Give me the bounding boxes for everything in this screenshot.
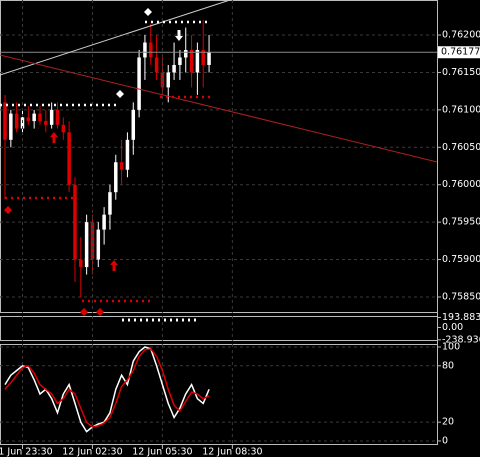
candle-body bbox=[114, 162, 118, 193]
candle-body bbox=[3, 102, 7, 140]
candle-body bbox=[207, 52, 211, 65]
candle-body bbox=[172, 64, 176, 73]
diamond bbox=[4, 206, 12, 214]
candle-body bbox=[44, 121, 48, 125]
candle-body bbox=[79, 259, 83, 268]
y-tick-label: 0.76150 bbox=[442, 67, 480, 78]
candle-body bbox=[9, 113, 13, 140]
x-tick-label: 12 Jun 05:30 bbox=[132, 447, 192, 457]
y-tick-label: 0.00 bbox=[442, 322, 463, 333]
y-tick-label: 100 bbox=[442, 342, 460, 353]
candle-body bbox=[149, 42, 153, 58]
y-tick-label: 0.75850 bbox=[442, 291, 480, 302]
panel-frame bbox=[0, 316, 438, 341]
y-tick-label: 193.8835 bbox=[442, 312, 480, 323]
y-tick-label: 0 bbox=[442, 435, 448, 446]
diamond bbox=[80, 308, 88, 316]
candle-body bbox=[189, 49, 194, 73]
candle-body bbox=[61, 124, 66, 133]
diamond bbox=[116, 90, 124, 98]
candle-body bbox=[102, 214, 106, 230]
candle-body bbox=[49, 109, 54, 125]
candle-body bbox=[14, 113, 19, 129]
candle-body bbox=[73, 184, 77, 260]
candle-body bbox=[137, 57, 141, 110]
indicator-line bbox=[4, 348, 210, 428]
candle-body bbox=[154, 57, 159, 73]
candle-body bbox=[178, 57, 182, 65]
y-tick-label: 0.76050 bbox=[442, 142, 480, 153]
candle-body bbox=[201, 49, 205, 65]
candle-body bbox=[84, 222, 89, 268]
last-price-box bbox=[438, 46, 480, 59]
candle-body bbox=[67, 132, 71, 185]
panel-frame bbox=[0, 0, 438, 313]
diamond bbox=[96, 308, 104, 316]
arrow-up bbox=[110, 260, 118, 271]
y-tick-label: 0.76200 bbox=[442, 30, 480, 41]
arrow-down bbox=[175, 30, 183, 41]
arrow-up bbox=[50, 132, 58, 143]
y-tick-label: 0.75950 bbox=[442, 217, 480, 228]
candle-body bbox=[195, 49, 200, 73]
y-tick-label: 0.75900 bbox=[442, 254, 480, 265]
candle-body bbox=[108, 192, 112, 215]
last-price-label: 0.76177 bbox=[441, 47, 480, 58]
candle-body bbox=[183, 49, 188, 58]
y-tick-label: 0.76100 bbox=[442, 104, 480, 115]
x-tick-label: 12 Jun 02:30 bbox=[62, 447, 122, 457]
trend-line bbox=[0, 0, 231, 76]
indicator-line bbox=[4, 346, 210, 433]
y-tick-label: 20 bbox=[442, 417, 454, 428]
candle-body bbox=[143, 42, 147, 58]
candle-body bbox=[166, 72, 170, 88]
candle-body bbox=[55, 109, 60, 125]
trend-line bbox=[0, 54, 438, 163]
y-tick-label: -238.9368 bbox=[442, 334, 480, 345]
candle-body bbox=[38, 113, 42, 122]
candle-body bbox=[119, 162, 124, 170]
y-tick-label: 0.76000 bbox=[442, 179, 480, 190]
x-tick-label: 12 Jun 08:30 bbox=[202, 447, 262, 457]
candle-body bbox=[32, 113, 36, 122]
x-tick-label: 11 Jun 23:30 bbox=[0, 447, 53, 457]
candle-body bbox=[96, 229, 101, 260]
diamond bbox=[144, 8, 152, 16]
candle-body bbox=[26, 117, 31, 122]
candle-body bbox=[125, 139, 130, 170]
y-tick-label: 80 bbox=[442, 360, 454, 371]
candle-body bbox=[131, 109, 136, 140]
